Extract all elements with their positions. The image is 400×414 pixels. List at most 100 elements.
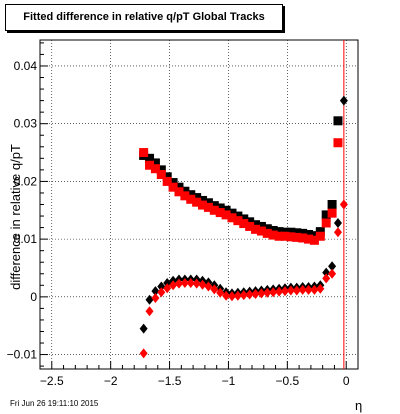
data-point [221, 205, 231, 215]
data-point [150, 164, 160, 174]
data-point [169, 280, 178, 291]
data-point [245, 221, 255, 231]
data-point [156, 165, 166, 175]
data-point [268, 230, 278, 240]
data-point [286, 232, 296, 242]
y-tick-label: 0.03 [14, 117, 38, 131]
y-tick-label: 0.04 [14, 59, 38, 73]
data-point [327, 200, 337, 209]
data-point [227, 213, 237, 223]
data-point [239, 219, 249, 229]
data-point [292, 285, 301, 296]
axes-layer: −2.5 −2 −1.5 −1 −0.5 0 −0.01 0 0.01 0.02 0.03 0.04 [7, 39, 359, 388]
data-point [145, 294, 154, 305]
data-point [269, 287, 278, 298]
data-point [150, 158, 160, 168]
data-point [151, 286, 160, 297]
data-point [239, 290, 248, 301]
data-point [327, 208, 337, 218]
timestamp: Fri Jun 26 19:11:10 2015 [10, 399, 99, 408]
data-point [156, 169, 166, 179]
data-point [215, 203, 225, 213]
data-point [333, 217, 342, 228]
data-point [174, 187, 184, 197]
data-point [298, 233, 308, 243]
data-point [192, 278, 201, 289]
data-point [245, 289, 254, 300]
data-point [209, 201, 219, 211]
data-point [328, 268, 337, 279]
data-point [322, 273, 331, 284]
data-point [315, 231, 325, 241]
series-1 [139, 138, 343, 245]
x-axis-label: η [355, 398, 362, 413]
data-point [256, 221, 266, 231]
data-point [339, 95, 348, 106]
series-3 [139, 199, 348, 359]
data-point [304, 230, 314, 240]
data-point [233, 216, 243, 226]
data-point [251, 220, 261, 230]
data-point [328, 261, 337, 272]
data-point [322, 267, 331, 278]
data-point [198, 195, 208, 205]
data-point [286, 227, 296, 237]
data-point [275, 286, 284, 297]
data-point [339, 199, 348, 210]
data-point [316, 283, 325, 294]
x-tick-label: −0.5 [275, 374, 299, 388]
x-tick-label: −2 [104, 374, 118, 388]
y-tick-label: 0.01 [14, 232, 38, 246]
data-point [321, 218, 331, 228]
data-point [304, 284, 313, 295]
data-point [198, 200, 208, 210]
chart-title-box: Fitted difference in relative q/pT Globa… [5, 4, 283, 31]
data-point [268, 225, 278, 235]
data-point [215, 208, 225, 218]
data-point [180, 277, 189, 288]
series-0 [139, 116, 343, 241]
data-point [192, 193, 202, 203]
data-point [139, 348, 148, 359]
data-point [174, 182, 184, 192]
data-point [298, 284, 307, 295]
data-point [168, 182, 178, 192]
data-point [145, 306, 154, 317]
y-tick-label: 0 [30, 290, 37, 304]
data-point [333, 116, 343, 126]
data-point [162, 172, 172, 182]
data-point [157, 287, 166, 298]
data-point [139, 323, 148, 334]
data-point [257, 288, 266, 299]
data-point [262, 224, 272, 234]
data-point [280, 231, 290, 241]
data-point [310, 284, 319, 295]
data-point [233, 290, 242, 301]
data-point [145, 153, 155, 163]
data-point [315, 227, 325, 237]
data-point [192, 197, 202, 207]
data-point [210, 284, 219, 295]
data-point [251, 288, 260, 299]
data-point [209, 205, 219, 215]
data-point [239, 214, 249, 224]
data-point [222, 290, 231, 301]
data-point [203, 198, 213, 208]
data-point [157, 281, 166, 292]
data-point [333, 227, 342, 238]
data-point [274, 227, 284, 237]
grid-layer [40, 40, 358, 369]
data-point [280, 286, 289, 297]
data-point [321, 210, 331, 220]
data-layer [139, 40, 348, 369]
data-point [304, 234, 314, 244]
data-point [180, 191, 190, 201]
data-point [263, 287, 272, 298]
data-point [292, 228, 302, 238]
data-point [145, 160, 155, 170]
data-point [292, 232, 302, 242]
data-point [198, 279, 207, 290]
data-point [163, 283, 172, 294]
data-point [186, 277, 195, 288]
data-point [309, 235, 319, 245]
